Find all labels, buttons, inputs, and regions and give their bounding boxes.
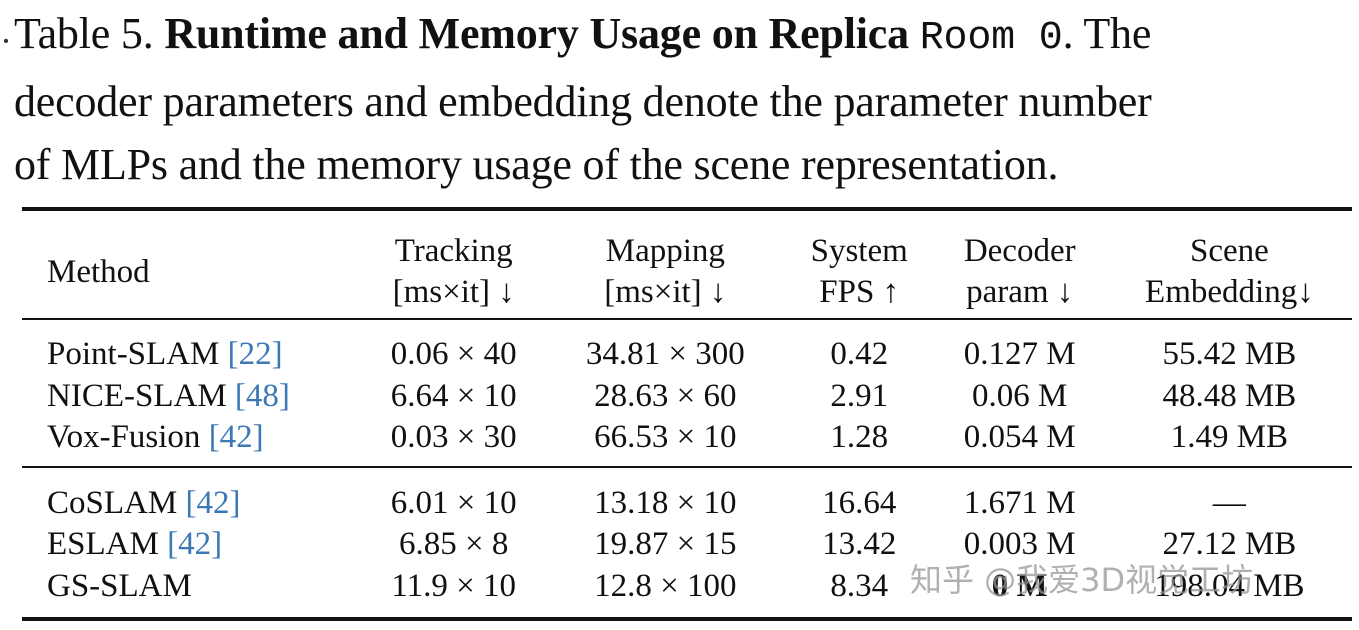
header-method: Method: [47, 253, 150, 290]
table-caption: Table 5. Runtime and Memory Usage on Rep…: [14, 2, 1354, 196]
caption-bold-title: Runtime and Memory Usage on Replica: [164, 9, 909, 58]
fps-cell: 16.64: [822, 484, 897, 521]
caption-line1-tail: . The: [1062, 9, 1152, 58]
fps-cell: 13.42: [822, 526, 897, 562]
citation-link[interactable]: [22]: [227, 336, 283, 372]
caption-line-2: decoder parameters and embedding denote …: [14, 77, 1152, 126]
method-name: CoSLAM: [47, 484, 178, 521]
group-rule: [22, 466, 1352, 468]
header-fps-line1: System: [810, 233, 908, 269]
decoder-cell: 0 M: [991, 567, 1048, 604]
fps-cell: 0.42: [830, 336, 889, 372]
scene-cell: —: [1212, 484, 1246, 521]
header-mapping-line1: Mapping: [605, 233, 725, 269]
mapping-cell: 66.53 × 10: [594, 419, 737, 455]
table-row: Vox-Fusion [42] 0.03 × 30 66.53 × 10 1.2…: [22, 417, 1352, 459]
tracking-cell: 0.06 × 40: [390, 336, 517, 372]
header-mapping-line2: [ms×it] ↓: [604, 274, 727, 310]
header-tracking: Tracking [ms×it] ↓: [362, 222, 544, 322]
method-name: Point-SLAM: [47, 336, 220, 372]
method-name: Vox-Fusion: [47, 419, 201, 455]
header-fps-line2: FPS ↑: [819, 274, 900, 310]
mapping-cell: 34.81 × 300: [585, 336, 745, 372]
citation-link[interactable]: [48]: [234, 377, 290, 414]
method-name: ESLAM: [47, 526, 159, 562]
fps-cell: 2.91: [830, 377, 889, 414]
caption-line-3: of MLPs and the memory usage of the scen…: [14, 140, 1059, 189]
header-tracking-line1: Tracking: [394, 233, 513, 269]
tracking-cell: 0.03 × 30: [390, 419, 517, 455]
scene-cell: 55.42 MB: [1162, 336, 1297, 372]
table-row: NICE-SLAM [48] 6.64 × 10 28.63 × 60 2.91…: [22, 376, 1352, 418]
mapping-cell: 13.18 × 10: [594, 484, 737, 521]
runtime-table: Method Tracking [ms×it] ↓ Mapping [ms×it…: [22, 222, 1352, 607]
method-name: NICE-SLAM: [47, 377, 227, 414]
watermark: 知乎 @我爱3D视觉工坊: [910, 561, 1254, 599]
fps-cell: 8.34: [830, 567, 889, 604]
header-rule: [22, 318, 1352, 320]
header-mapping: Mapping [ms×it] ↓: [545, 222, 786, 322]
header-tracking-line2: [ms×it] ↓: [392, 274, 515, 310]
table-row: GS-SLAM 11.9 × 10 12.8 × 100 8.34 0 M 19…: [22, 566, 1352, 608]
table-row: CoSLAM [42] 6.01 × 10 13.18 × 10 16.64 1…: [22, 483, 1352, 525]
decoder-cell: 1.671 M: [963, 484, 1076, 521]
scene-cell: 48.48 MB: [1162, 377, 1297, 414]
caption-scene-code: Room 0: [919, 16, 1063, 61]
caption-label: Table 5.: [14, 9, 154, 58]
tracking-cell: 11.9 × 10: [391, 567, 516, 604]
table-row: Point-SLAM [22] 0.06 × 40 34.81 × 300 0.…: [22, 334, 1352, 376]
citation-link[interactable]: [42]: [185, 484, 241, 521]
bottom-rule: [22, 617, 1352, 621]
decoder-cell: 0.06 M: [972, 377, 1068, 414]
header-row: Method Tracking [ms×it] ↓ Mapping [ms×it…: [22, 222, 1352, 322]
tracking-cell: 6.85 × 8: [398, 526, 509, 562]
decoder-cell: 0.054 M: [963, 419, 1076, 455]
header-scene-line1: Scene: [1189, 233, 1269, 269]
top-rule: [22, 207, 1352, 211]
header-decoder-line1: Decoder: [963, 233, 1076, 269]
tracking-cell: 6.01 × 10: [390, 484, 517, 521]
header-decoder: Decoder param ↓: [933, 222, 1107, 322]
fps-cell: 1.28: [830, 419, 889, 455]
mapping-cell: 28.63 × 60: [594, 377, 737, 414]
scene-cell: 1.49 MB: [1170, 419, 1289, 455]
citation-link[interactable]: [42]: [167, 526, 223, 562]
citation-link[interactable]: [42]: [208, 419, 264, 455]
header-scene-line2: Embedding↓: [1145, 274, 1314, 310]
method-name: GS-SLAM: [47, 567, 192, 604]
scene-cell: 27.12 MB: [1162, 526, 1297, 562]
mapping-cell: 12.8 × 100: [594, 567, 737, 604]
table-row: ESLAM [42] 6.85 × 8 19.87 × 15 13.42 0.0…: [22, 524, 1352, 566]
header-scene: Scene Embedding↓: [1107, 222, 1352, 322]
mapping-cell: 19.87 × 15: [594, 526, 737, 562]
scene-cell: 198.04 MB: [1154, 567, 1305, 604]
margin-mark: ·: [0, 21, 12, 61]
header-fps: System FPS ↑: [786, 222, 933, 322]
decoder-cell: 0.127 M: [963, 336, 1076, 372]
tracking-cell: 6.64 × 10: [390, 377, 517, 414]
decoder-cell: 0.003 M: [963, 526, 1076, 562]
header-decoder-line2: param ↓: [966, 274, 1074, 310]
